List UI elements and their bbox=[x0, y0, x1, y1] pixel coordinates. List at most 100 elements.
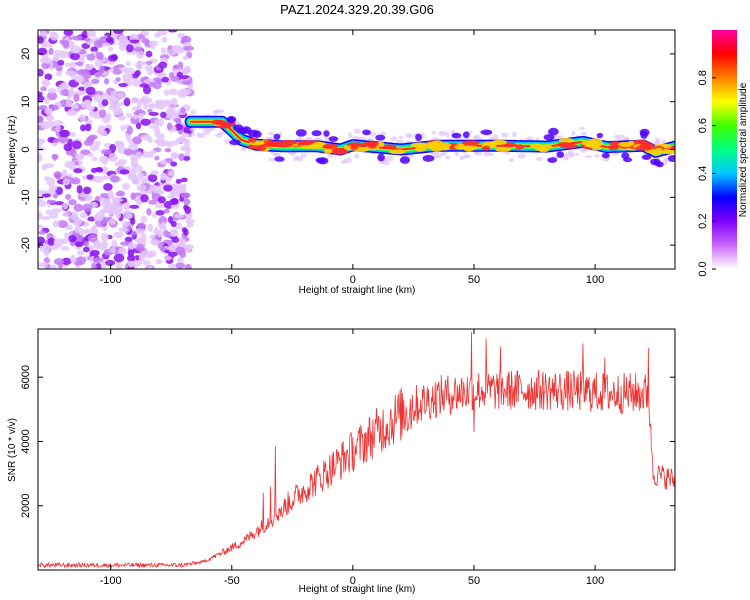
noise-speckle bbox=[83, 186, 92, 195]
noise-speckle bbox=[154, 155, 160, 161]
spectrogram-xtick-label: 0 bbox=[350, 274, 356, 286]
noise-speckle bbox=[87, 234, 98, 243]
noise-speckle bbox=[175, 262, 185, 269]
snr-xtick-label: -100 bbox=[100, 575, 122, 587]
noise-speckle bbox=[99, 65, 105, 74]
noise-speckle bbox=[170, 204, 179, 210]
halo-speckle bbox=[386, 155, 394, 162]
noise-speckle bbox=[38, 68, 44, 77]
noise-speckle bbox=[115, 262, 123, 269]
noise-speckle bbox=[42, 43, 53, 48]
noise-speckle bbox=[138, 112, 144, 118]
noise-speckle bbox=[174, 213, 184, 219]
ridge-lobe bbox=[462, 131, 470, 139]
noise-speckle bbox=[85, 64, 94, 71]
halo-speckle bbox=[202, 129, 208, 135]
noise-speckle bbox=[108, 152, 116, 161]
halo-speckle bbox=[488, 152, 495, 157]
noise-speckle bbox=[102, 175, 110, 180]
noise-speckle bbox=[38, 115, 44, 124]
ridge-blob bbox=[635, 145, 653, 151]
noise-speckle bbox=[120, 125, 126, 131]
halo-speckle bbox=[518, 153, 526, 159]
colorbar-ticks: 0.0 0.2 0.4 0.6 0.8 bbox=[697, 70, 716, 277]
noise-speckle bbox=[118, 82, 128, 88]
noise-speckle bbox=[82, 71, 92, 80]
noise-speckle bbox=[62, 40, 70, 49]
noise-speckle bbox=[73, 203, 84, 212]
colorbar-tick-label: 0.0 bbox=[697, 261, 709, 276]
noise-speckle bbox=[148, 199, 157, 205]
halo-speckle bbox=[196, 132, 204, 138]
noise-speckle bbox=[94, 71, 102, 78]
noise-speckle bbox=[94, 241, 102, 249]
noise-speckle bbox=[170, 161, 178, 167]
noise-speckle bbox=[68, 40, 75, 50]
halo-speckle bbox=[240, 146, 247, 152]
noise-speckle bbox=[47, 237, 56, 246]
noise-speckle bbox=[135, 61, 143, 69]
noise-speckle bbox=[70, 148, 77, 158]
noise-speckle bbox=[61, 169, 68, 177]
noise-speckle bbox=[52, 220, 60, 228]
noise-speckle bbox=[55, 124, 61, 133]
ridge-lobe bbox=[375, 134, 386, 141]
noise-speckle bbox=[49, 264, 57, 269]
noise-speckle bbox=[63, 30, 74, 36]
halo-speckle bbox=[492, 134, 499, 141]
noise-speckle bbox=[180, 192, 191, 199]
ridge-blob bbox=[584, 142, 595, 148]
halo-speckle bbox=[584, 155, 593, 159]
noise-speckle bbox=[101, 99, 109, 107]
noise-speckle bbox=[70, 132, 76, 138]
noise-speckle bbox=[163, 184, 173, 192]
halo-speckle bbox=[353, 128, 361, 135]
noise-speckle bbox=[135, 122, 142, 130]
snr-xtick-label: -50 bbox=[224, 575, 240, 587]
noise-speckle bbox=[100, 240, 109, 249]
noise-speckle bbox=[63, 143, 73, 152]
noise-speckle bbox=[140, 250, 151, 257]
spectrogram-xtick-label: -50 bbox=[224, 274, 240, 286]
noise-speckle bbox=[134, 243, 145, 252]
noise-speckle bbox=[118, 227, 129, 233]
noise-speckle bbox=[53, 171, 62, 179]
noise-speckle bbox=[87, 216, 96, 222]
noise-speckle bbox=[53, 238, 64, 247]
halo-speckle bbox=[438, 130, 447, 137]
halo-speckle bbox=[190, 131, 195, 137]
noise-speckle bbox=[75, 256, 86, 266]
noise-speckle bbox=[128, 260, 134, 268]
ridge-lobe bbox=[226, 116, 236, 123]
snr-xtick-label: 100 bbox=[586, 575, 604, 587]
halo-speckle bbox=[473, 134, 481, 140]
noise-speckle bbox=[43, 163, 55, 169]
noise-speckle bbox=[113, 253, 125, 263]
noise-speckle bbox=[117, 247, 127, 256]
halo-speckle bbox=[445, 131, 450, 138]
noise-speckle bbox=[113, 30, 124, 35]
ridge-lobe bbox=[248, 129, 259, 138]
noise-speckle bbox=[164, 147, 172, 153]
ridge-blob bbox=[211, 119, 223, 125]
noise-speckle bbox=[183, 204, 189, 211]
noise-speckle bbox=[39, 243, 50, 248]
ridge-blob bbox=[618, 142, 634, 148]
ridge-lobe bbox=[323, 130, 330, 137]
noise-speckle bbox=[41, 261, 48, 268]
noise-speckle bbox=[115, 190, 125, 197]
halo-speckle bbox=[580, 131, 588, 136]
noise-speckle bbox=[170, 229, 178, 237]
noise-speckle bbox=[136, 99, 142, 108]
noise-speckle bbox=[80, 149, 91, 156]
noise-speckle bbox=[47, 88, 57, 94]
ridge-blob bbox=[261, 140, 276, 146]
noise-speckle bbox=[170, 197, 179, 206]
noise-speckle bbox=[86, 30, 97, 38]
halo-speckle bbox=[571, 131, 576, 136]
noise-speckle bbox=[141, 177, 147, 184]
noise-speckle bbox=[180, 145, 191, 152]
noise-speckle bbox=[161, 36, 168, 43]
noise-speckle bbox=[50, 31, 59, 41]
halo-speckle bbox=[270, 150, 275, 156]
